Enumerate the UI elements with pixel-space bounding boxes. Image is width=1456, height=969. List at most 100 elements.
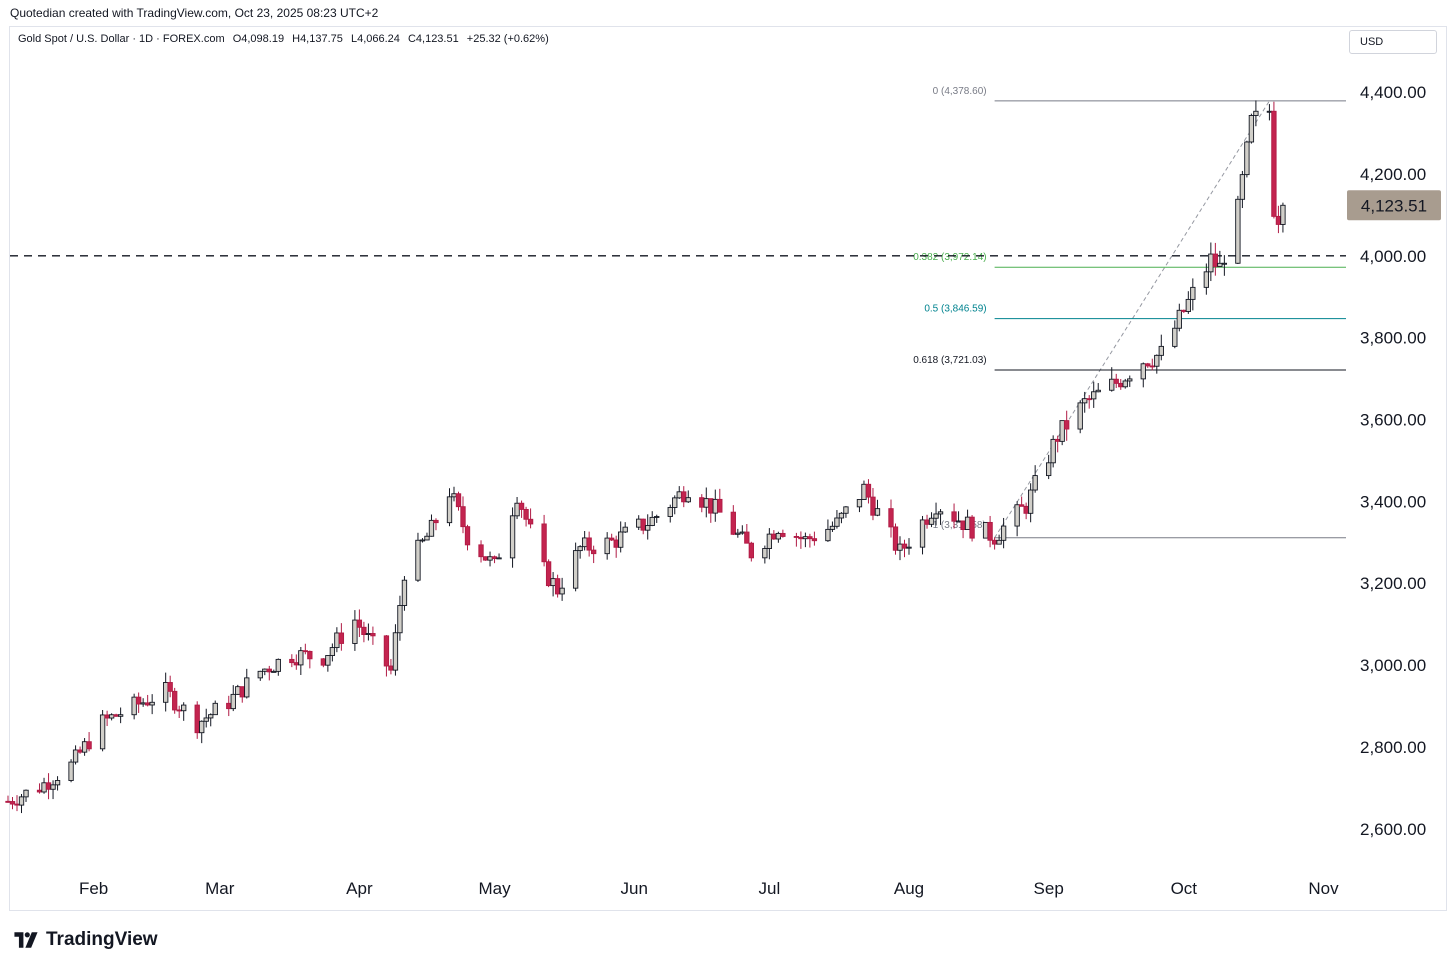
candle — [856, 499, 863, 513]
candle — [798, 531, 804, 549]
candle — [1145, 362, 1151, 368]
candle — [1113, 373, 1119, 388]
time-axis[interactable]: Feb Mar Apr May Jun Jul Aug Sep Oct Nov — [79, 879, 1339, 898]
candle — [446, 488, 453, 527]
candle — [1050, 435, 1056, 468]
x-tick-label: Nov — [1308, 879, 1339, 898]
candle-body — [798, 536, 804, 540]
candle — [302, 643, 308, 655]
candle — [149, 694, 155, 715]
candle-body — [604, 537, 610, 555]
candle — [1095, 383, 1101, 393]
candle-body — [514, 502, 520, 517]
x-tick-label: Aug — [894, 879, 924, 898]
candle — [176, 705, 182, 718]
fibonacci-retracement[interactable]: 0 (4,378.60) 0.382 (3,972.14) 0.5 (3,846.5… — [10, 86, 1346, 539]
candle — [334, 627, 340, 653]
candle — [843, 506, 849, 518]
candle-body — [230, 693, 236, 710]
candle-body — [81, 741, 88, 753]
candle — [667, 504, 673, 523]
candle — [329, 643, 336, 662]
x-tick-label: Mar — [205, 879, 235, 898]
candle-body — [982, 521, 989, 539]
candle — [888, 499, 894, 538]
y-tick-label: 3,200.00 — [1360, 574, 1426, 593]
candle — [590, 545, 597, 564]
candle — [108, 713, 115, 721]
candle — [257, 670, 263, 681]
candle — [235, 684, 241, 695]
candle — [730, 505, 736, 536]
candle — [266, 665, 272, 681]
candle-body — [208, 714, 214, 719]
candle — [527, 508, 534, 529]
ohlc-close: C4,123.51 — [407, 33, 459, 45]
candle — [1000, 517, 1007, 549]
candle-body — [1109, 378, 1115, 391]
candle — [361, 621, 367, 643]
ohlc-change: +25.32 (+0.62%) — [466, 33, 549, 45]
candle — [645, 514, 651, 540]
candle-body — [487, 556, 493, 561]
currency-selector[interactable]: USD — [1349, 30, 1437, 54]
candle — [212, 700, 218, 716]
candle — [1221, 255, 1228, 276]
candle-body — [1239, 174, 1246, 200]
candle-body — [464, 526, 471, 546]
candle-body — [518, 502, 525, 510]
candle-body — [712, 498, 718, 514]
candle — [68, 759, 74, 783]
candle — [338, 623, 345, 651]
candle — [793, 532, 800, 547]
candle — [203, 708, 209, 728]
candle-body — [906, 546, 912, 549]
candle-body — [509, 515, 516, 559]
candle-body — [1253, 110, 1259, 116]
candle-body — [257, 670, 263, 679]
candle-body — [289, 658, 295, 664]
candle — [622, 522, 628, 533]
candle — [1235, 195, 1241, 265]
y-tick-label: 3,800.00 — [1360, 329, 1426, 348]
candle — [397, 595, 403, 641]
candle — [545, 559, 552, 588]
candle-body — [397, 605, 403, 634]
candle — [874, 499, 881, 517]
candle — [1059, 420, 1065, 446]
candle — [550, 572, 556, 597]
candle — [861, 480, 867, 500]
candle-body — [383, 635, 390, 667]
candle — [496, 553, 502, 560]
candle-body — [72, 749, 79, 763]
candle-body — [104, 714, 110, 719]
candle-body — [1212, 253, 1219, 267]
candle — [1082, 391, 1088, 413]
candle-body — [9, 801, 16, 805]
candle-body — [901, 543, 908, 549]
price-axis[interactable]: 2,600.00 2,800.00 3,000.00 3,200.00 3,400.00… — [1360, 83, 1426, 839]
candle-body — [199, 720, 205, 734]
tradingview-logo[interactable]: TradingView — [12, 929, 158, 951]
candle — [649, 511, 655, 527]
candle — [955, 511, 962, 523]
candle-body — [1091, 391, 1097, 400]
candle — [1217, 250, 1223, 267]
candle-body — [717, 498, 723, 513]
candle-body — [856, 499, 863, 508]
candle-body — [482, 556, 489, 561]
candle-body — [577, 546, 583, 552]
candle — [239, 686, 245, 703]
candle — [996, 534, 1002, 545]
candle-body — [1032, 475, 1038, 491]
candle — [1203, 263, 1210, 295]
candle-body — [428, 519, 435, 537]
candle-body — [996, 539, 1002, 545]
candle-body — [239, 686, 245, 698]
candle-body — [23, 789, 29, 798]
candle — [586, 531, 592, 557]
candle-body — [460, 506, 466, 528]
candle-body — [113, 714, 119, 717]
candle-body — [352, 619, 358, 644]
